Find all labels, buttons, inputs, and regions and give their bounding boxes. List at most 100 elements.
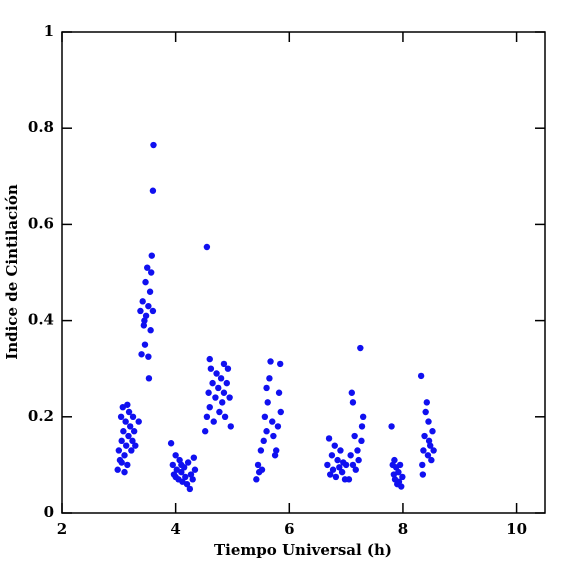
point [388,423,395,430]
point [206,355,213,363]
point [121,452,128,459]
point [141,317,148,324]
point [271,452,279,459]
point [145,375,153,382]
x-tick-label: 6 [284,520,294,538]
point [266,375,273,382]
point [257,447,265,454]
point [269,418,276,425]
point [186,485,194,493]
point [183,480,191,488]
point [201,428,209,435]
point [178,461,185,469]
y-tick-label: 0.4 [28,311,54,329]
point [148,252,155,259]
point [141,341,149,348]
point [190,454,198,461]
point [139,298,146,305]
point [423,399,431,406]
y-tick-label: 1 [44,22,54,40]
point [419,461,426,469]
point [352,466,359,473]
point [391,456,398,464]
point [258,466,266,473]
point [217,375,225,382]
point [172,473,179,481]
point [142,278,149,286]
point [184,459,192,466]
point [126,423,134,430]
point [270,432,277,440]
point [210,418,217,425]
point [149,307,157,315]
point [396,461,404,469]
point [216,408,223,416]
point [132,442,139,449]
point [422,408,429,416]
point [331,442,338,449]
point [129,413,137,420]
point [149,187,157,194]
point [398,483,405,490]
point [178,468,185,476]
point [226,394,233,401]
point [420,447,427,454]
point [427,442,434,449]
point [424,452,432,459]
point [337,447,344,454]
point [329,466,337,473]
point [118,459,125,466]
point [419,471,427,478]
point [187,471,195,478]
point [213,370,220,377]
point [125,432,132,440]
point [354,447,361,454]
point [348,389,355,396]
point [129,437,136,445]
point [182,473,189,481]
point [148,269,155,276]
point [215,384,222,392]
y-tick-label: 0.8 [28,118,54,136]
point [189,476,196,483]
point [324,461,331,469]
point [357,344,364,352]
point [212,394,219,401]
point [277,360,284,368]
point [145,302,152,310]
point [336,464,343,471]
y-axis-label: Indice de Cintilación [3,184,21,360]
point [399,473,406,481]
y-tick-label: 0.6 [28,214,54,232]
point [150,141,157,149]
point [128,447,135,454]
point [125,408,133,416]
point [277,408,284,416]
point [167,440,175,447]
point [220,389,228,396]
y-tick-label: 0 [44,503,54,521]
point [220,360,228,368]
point [395,468,402,476]
x-tick-label: 10 [506,520,527,538]
x-tick-label: 4 [170,520,180,538]
point [421,432,428,440]
point [137,307,144,315]
point [263,428,270,435]
point [338,468,346,476]
point [221,413,229,420]
point [223,379,230,387]
point [122,418,129,425]
point [264,399,271,406]
point [345,476,353,483]
point [429,428,436,435]
point [327,471,334,478]
point [124,401,131,408]
point [176,456,183,464]
point [114,466,121,473]
point [124,461,131,469]
point [115,447,123,454]
point [328,452,336,459]
point [260,437,267,445]
